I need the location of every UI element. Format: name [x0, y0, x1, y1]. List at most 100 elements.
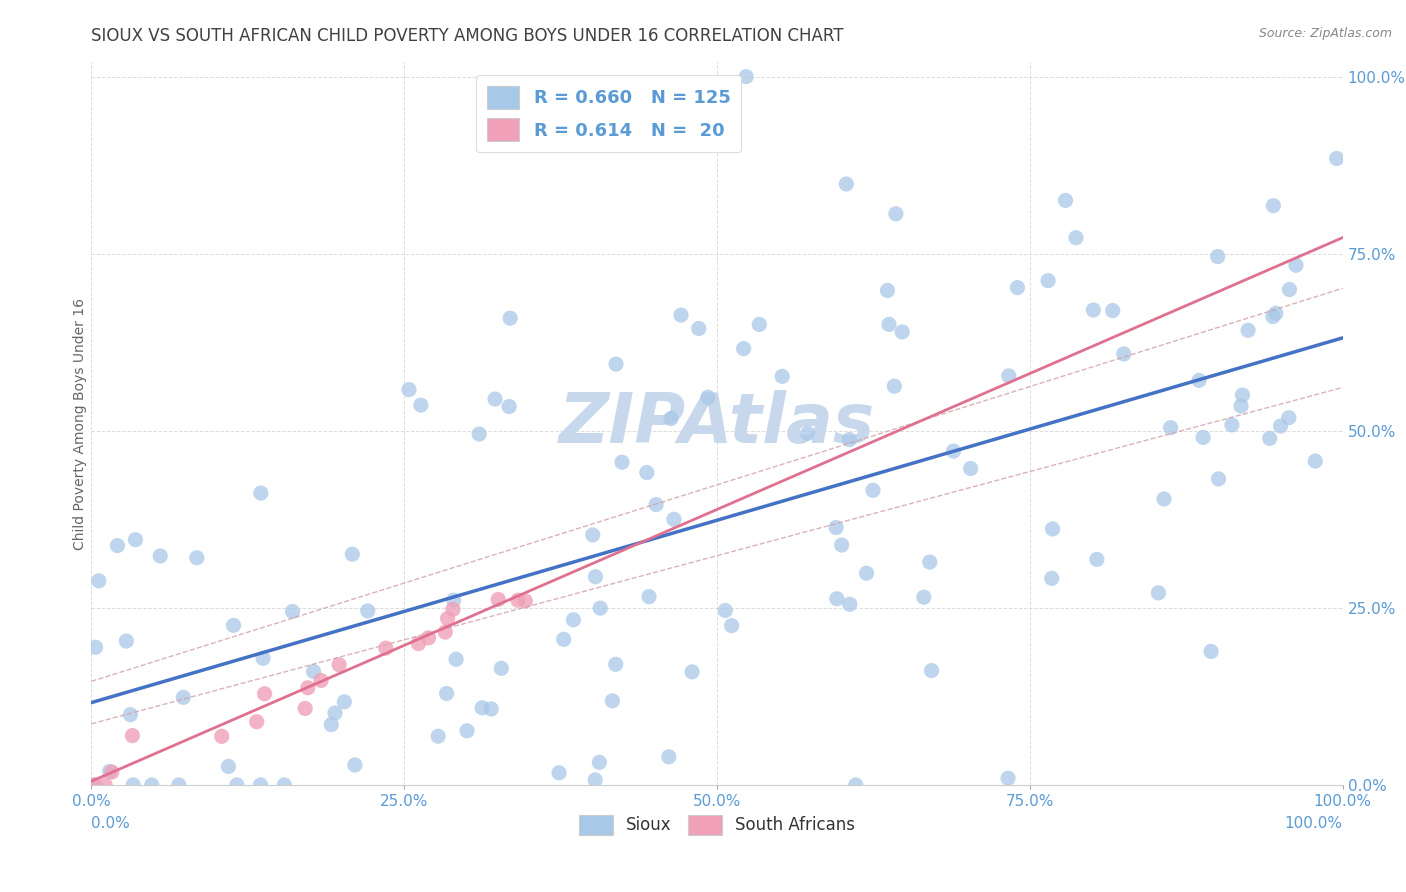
Point — [997, 771, 1019, 785]
Point — [479, 702, 502, 716]
Point — [211, 729, 233, 743]
Point — [912, 590, 935, 604]
Point — [585, 570, 607, 584]
Point — [1188, 373, 1211, 387]
Point — [491, 661, 513, 675]
Point — [297, 681, 319, 695]
Point — [398, 383, 420, 397]
Point — [838, 597, 860, 611]
Point — [662, 512, 685, 526]
Point — [1208, 472, 1230, 486]
Point — [249, 778, 271, 792]
Point — [883, 379, 905, 393]
Point — [515, 594, 537, 608]
Point — [681, 665, 703, 679]
Point — [222, 618, 245, 632]
Point — [1263, 199, 1285, 213]
Point — [84, 640, 107, 655]
Point — [471, 700, 494, 714]
Point — [374, 641, 396, 656]
Point — [876, 284, 898, 298]
Point — [250, 486, 273, 500]
Point — [427, 729, 450, 743]
Point — [83, 778, 105, 792]
Point — [638, 590, 661, 604]
Point — [1270, 419, 1292, 434]
Point — [735, 70, 758, 84]
Point — [120, 707, 142, 722]
Point — [409, 398, 432, 412]
Point — [588, 756, 610, 770]
Point — [107, 539, 129, 553]
Point — [548, 765, 571, 780]
Point — [333, 695, 356, 709]
Point — [253, 687, 276, 701]
Point — [121, 729, 143, 743]
Point — [1261, 310, 1284, 324]
Point — [252, 651, 274, 665]
Point — [697, 390, 720, 404]
Point — [323, 706, 346, 720]
Point — [343, 758, 366, 772]
Point — [1206, 250, 1229, 264]
Point — [321, 717, 343, 731]
Point — [688, 321, 710, 335]
Point — [1303, 454, 1326, 468]
Point — [506, 593, 529, 607]
Point — [124, 533, 146, 547]
Point — [484, 392, 506, 406]
Point — [1153, 491, 1175, 506]
Point — [770, 369, 793, 384]
Point — [141, 778, 163, 792]
Point — [589, 601, 612, 615]
Point — [294, 701, 316, 715]
Point — [918, 555, 941, 569]
Point — [122, 778, 145, 792]
Text: ZIPAtlas: ZIPAtlas — [560, 390, 875, 458]
Point — [1007, 280, 1029, 294]
Point — [273, 778, 295, 792]
Point — [342, 547, 364, 561]
Point — [436, 611, 458, 625]
Point — [1326, 152, 1348, 166]
Point — [553, 632, 575, 647]
Point — [1036, 274, 1059, 288]
Point — [796, 426, 818, 441]
Point — [891, 325, 914, 339]
Point — [877, 318, 900, 332]
Point — [499, 311, 522, 326]
Point — [733, 342, 755, 356]
Point — [436, 686, 458, 700]
Point — [862, 483, 884, 498]
Point — [246, 714, 269, 729]
Point — [1192, 430, 1215, 444]
Point — [444, 652, 467, 666]
Point — [1278, 410, 1301, 425]
Text: SIOUX VS SOUTH AFRICAN CHILD POVERTY AMONG BOYS UNDER 16 CORRELATION CHART: SIOUX VS SOUTH AFRICAN CHILD POVERTY AMO… — [91, 27, 844, 45]
Point — [605, 357, 627, 371]
Point — [434, 625, 457, 640]
Point — [610, 455, 633, 469]
Point — [167, 778, 190, 792]
Point — [884, 207, 907, 221]
Point — [172, 690, 194, 705]
Point — [838, 433, 860, 447]
Text: Source: ZipAtlas.com: Source: ZipAtlas.com — [1258, 27, 1392, 40]
Point — [498, 400, 520, 414]
Point — [645, 498, 668, 512]
Point — [1237, 323, 1260, 337]
Point — [1278, 283, 1301, 297]
Text: 0.0%: 0.0% — [91, 816, 131, 831]
Point — [562, 613, 585, 627]
Point — [658, 749, 681, 764]
Point — [825, 591, 848, 606]
Point — [83, 778, 105, 792]
Point — [831, 538, 853, 552]
Point — [748, 318, 770, 332]
Point — [1040, 571, 1063, 585]
Point — [225, 778, 247, 792]
Point — [281, 605, 304, 619]
Point — [1147, 586, 1170, 600]
Point — [1085, 552, 1108, 566]
Point — [328, 657, 350, 672]
